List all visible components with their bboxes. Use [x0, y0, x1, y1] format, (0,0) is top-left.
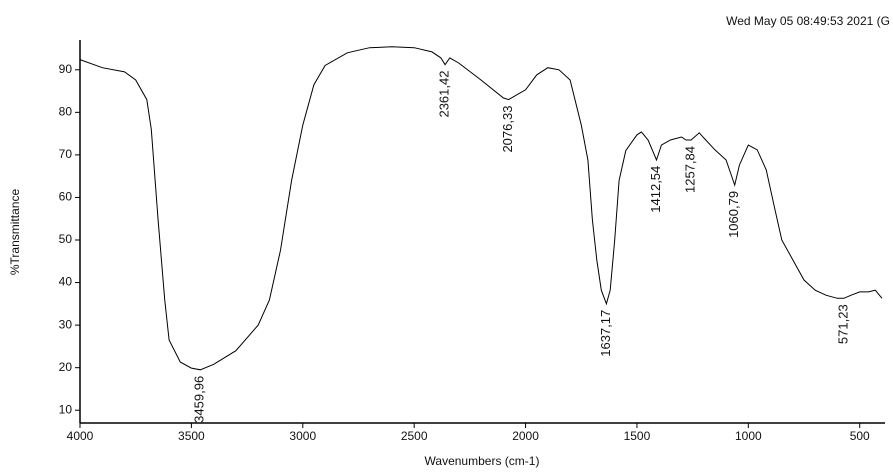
y-tick-label: 60	[59, 190, 73, 204]
y-tick-label: 10	[59, 402, 73, 416]
y-tick-label: 30	[59, 317, 73, 331]
y-tick-label: 80	[59, 105, 73, 119]
peak-label: 1060,79	[726, 191, 741, 238]
y-tick-label: 90	[59, 62, 73, 76]
chart-title: Wed May 05 08:49:53 2021 (G	[726, 14, 890, 28]
x-tick-label: 1500	[624, 429, 651, 443]
peak-label: 571,23	[835, 304, 850, 344]
x-axis-label: Wavenumbers (cm-1)	[425, 454, 540, 468]
peak-label: 1257,84	[682, 146, 697, 193]
peak-label: 2076,33	[500, 106, 515, 153]
peak-label: 1637,17	[598, 310, 613, 357]
x-tick-label: 4000	[67, 429, 94, 443]
peak-label: 2361,42	[436, 71, 451, 118]
y-tick-label: 70	[59, 147, 73, 161]
x-tick-label: 1000	[735, 429, 762, 443]
x-tick-label: 2000	[512, 429, 539, 443]
peak-label: 3459,96	[192, 376, 207, 423]
y-tick-label: 50	[59, 232, 73, 246]
x-tick-label: 3500	[178, 429, 205, 443]
spectrum-line	[80, 47, 882, 370]
x-tick-label: 500	[850, 429, 870, 443]
y-tick-label: 40	[59, 275, 73, 289]
x-tick-label: 2500	[401, 429, 428, 443]
peak-label: 1412,54	[648, 166, 663, 213]
y-tick-label: 20	[59, 360, 73, 374]
x-tick-label: 3000	[289, 429, 316, 443]
y-axis-label: %Transmittance	[8, 189, 22, 276]
chart: Wed May 05 08:49:53 2021 (G Wavenumbers …	[0, 0, 893, 472]
